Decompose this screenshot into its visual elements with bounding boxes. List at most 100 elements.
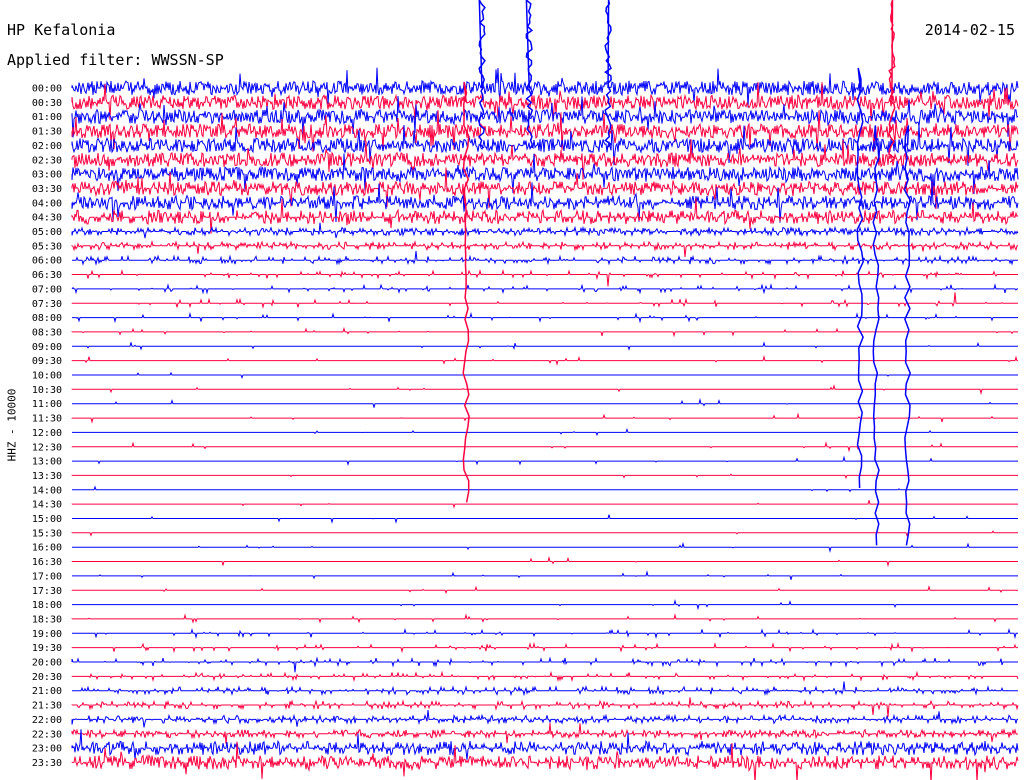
trace-row-0300 [71,153,1019,196]
row-time-label: 19:00 [32,629,62,640]
row-time-label: 03:00 [32,170,62,181]
seismic-event-3 [604,0,613,149]
row-time-label: 23:00 [32,744,62,755]
trace-row-1400 [72,485,1018,493]
row-time-label: 01:00 [32,112,62,123]
row-time-label: 10:30 [32,385,62,396]
trace-row-0030 [71,82,1019,122]
trace-row-2030 [71,670,1019,683]
row-time-label: 13:00 [32,457,62,468]
trace-row-2330 [71,741,1019,780]
trace-row-2300 [71,729,1019,760]
seismic-event-6 [888,0,896,163]
seismic-event-8 [903,125,912,546]
row-time-label: 07:00 [32,284,62,295]
trace-row-2130 [71,697,1019,717]
trace-row-2100 [72,681,1018,697]
row-time-label: 15:00 [32,514,62,525]
row-time-label: 21:00 [32,686,62,697]
row-time-label: 10:00 [32,371,62,382]
row-time-label: 12:00 [32,428,62,439]
trace-row-1300 [72,455,1018,466]
row-time-label: 00:00 [32,84,62,95]
trace-row-0500 [71,222,1019,239]
row-time-label: 03:30 [32,184,62,195]
seismic-event-5 [462,82,470,503]
row-time-label: 02:30 [32,155,62,166]
row-time-label: 07:30 [32,299,62,310]
date-label: 2014-02-15 [924,21,1015,39]
row-time-label: 21:30 [32,701,62,712]
row-time-label: 06:30 [32,270,62,281]
trace-row-0230 [71,139,1019,180]
trace-row-1230 [71,441,1018,453]
trace-row-1630 [71,555,1018,568]
row-time-label: 08:30 [32,327,62,338]
row-time-label: 11:30 [32,414,62,425]
trace-row-1930 [71,641,1018,654]
row-time-label: 14:00 [32,485,62,496]
trace-row-0430 [71,198,1019,234]
row-time-label: 22:30 [32,729,62,740]
trace-row-1130 [71,412,1018,424]
trace-row-2000 [71,656,1018,673]
trace-row-0200 [71,124,1019,167]
trace-row-1330 [71,473,1018,479]
row-time-label: 18:30 [32,614,62,625]
row-time-label: 01:30 [32,127,62,138]
trace-row-2230 [71,723,1019,744]
trace-row-1030 [71,384,1018,396]
trace-row-1900 [72,627,1018,640]
row-time-label: 09:30 [32,356,62,367]
trace-row-0930 [71,354,1018,366]
row-time-label: 22:00 [32,715,62,726]
row-time-label: 16:30 [32,557,62,568]
trace-row-1500 [72,514,1018,524]
row-time-label: 12:30 [32,442,62,453]
row-time-label: 13:30 [32,471,62,482]
seismic-event-4 [856,67,864,489]
seismic-event-1 [478,0,486,149]
row-time-label: 00:30 [32,98,62,109]
trace-row-1430 [71,500,1018,509]
row-time-label: 17:30 [32,586,62,597]
row-time-label: 08:00 [32,313,62,324]
trace-row-1100 [72,397,1018,408]
row-time-label: 16:00 [32,543,62,554]
row-time-label: 20:30 [32,672,62,683]
seismic-event-2 [525,0,534,148]
row-time-label: 04:00 [32,198,62,209]
trace-row-1800 [72,598,1018,611]
row-time-label: 14:30 [32,500,62,511]
trace-row-1600 [72,542,1018,553]
row-time-label: 04:30 [32,213,62,224]
trace-row-2200 [71,710,1018,728]
trace-row-1700 [72,570,1018,580]
row-time-label: 11:00 [32,399,62,410]
row-time-label: 02:00 [32,141,62,152]
trace-row-1530 [71,530,1018,537]
trace-row-0530 [71,239,1018,258]
trace-row-0900 [72,341,1018,351]
row-time-label: 06:00 [32,256,62,267]
row-time-label: 20:00 [32,658,62,669]
trace-row-1830 [71,613,1018,624]
trace-row-0730 [71,292,1018,309]
row-time-label: 23:30 [32,758,62,769]
row-time-label: 18:00 [32,600,62,611]
filter-label: Applied filter: WWSSN-SP [7,51,224,69]
row-time-label: 05:00 [32,227,62,238]
trace-row-1000 [72,371,1018,379]
row-time-label: 17:00 [32,571,62,582]
trace-row-1730 [71,584,1018,595]
trace-row-0630 [71,268,1018,287]
station-title: HP Kefalonia [7,21,116,39]
trace-row-0600 [72,251,1018,266]
trace-row-1200 [72,427,1018,437]
row-time-label: 19:30 [32,643,62,654]
seismic-event-7 [872,125,880,546]
row-time-label: 09:00 [32,342,62,353]
row-time-label: 15:30 [32,528,62,539]
trace-row-0800 [72,311,1018,324]
